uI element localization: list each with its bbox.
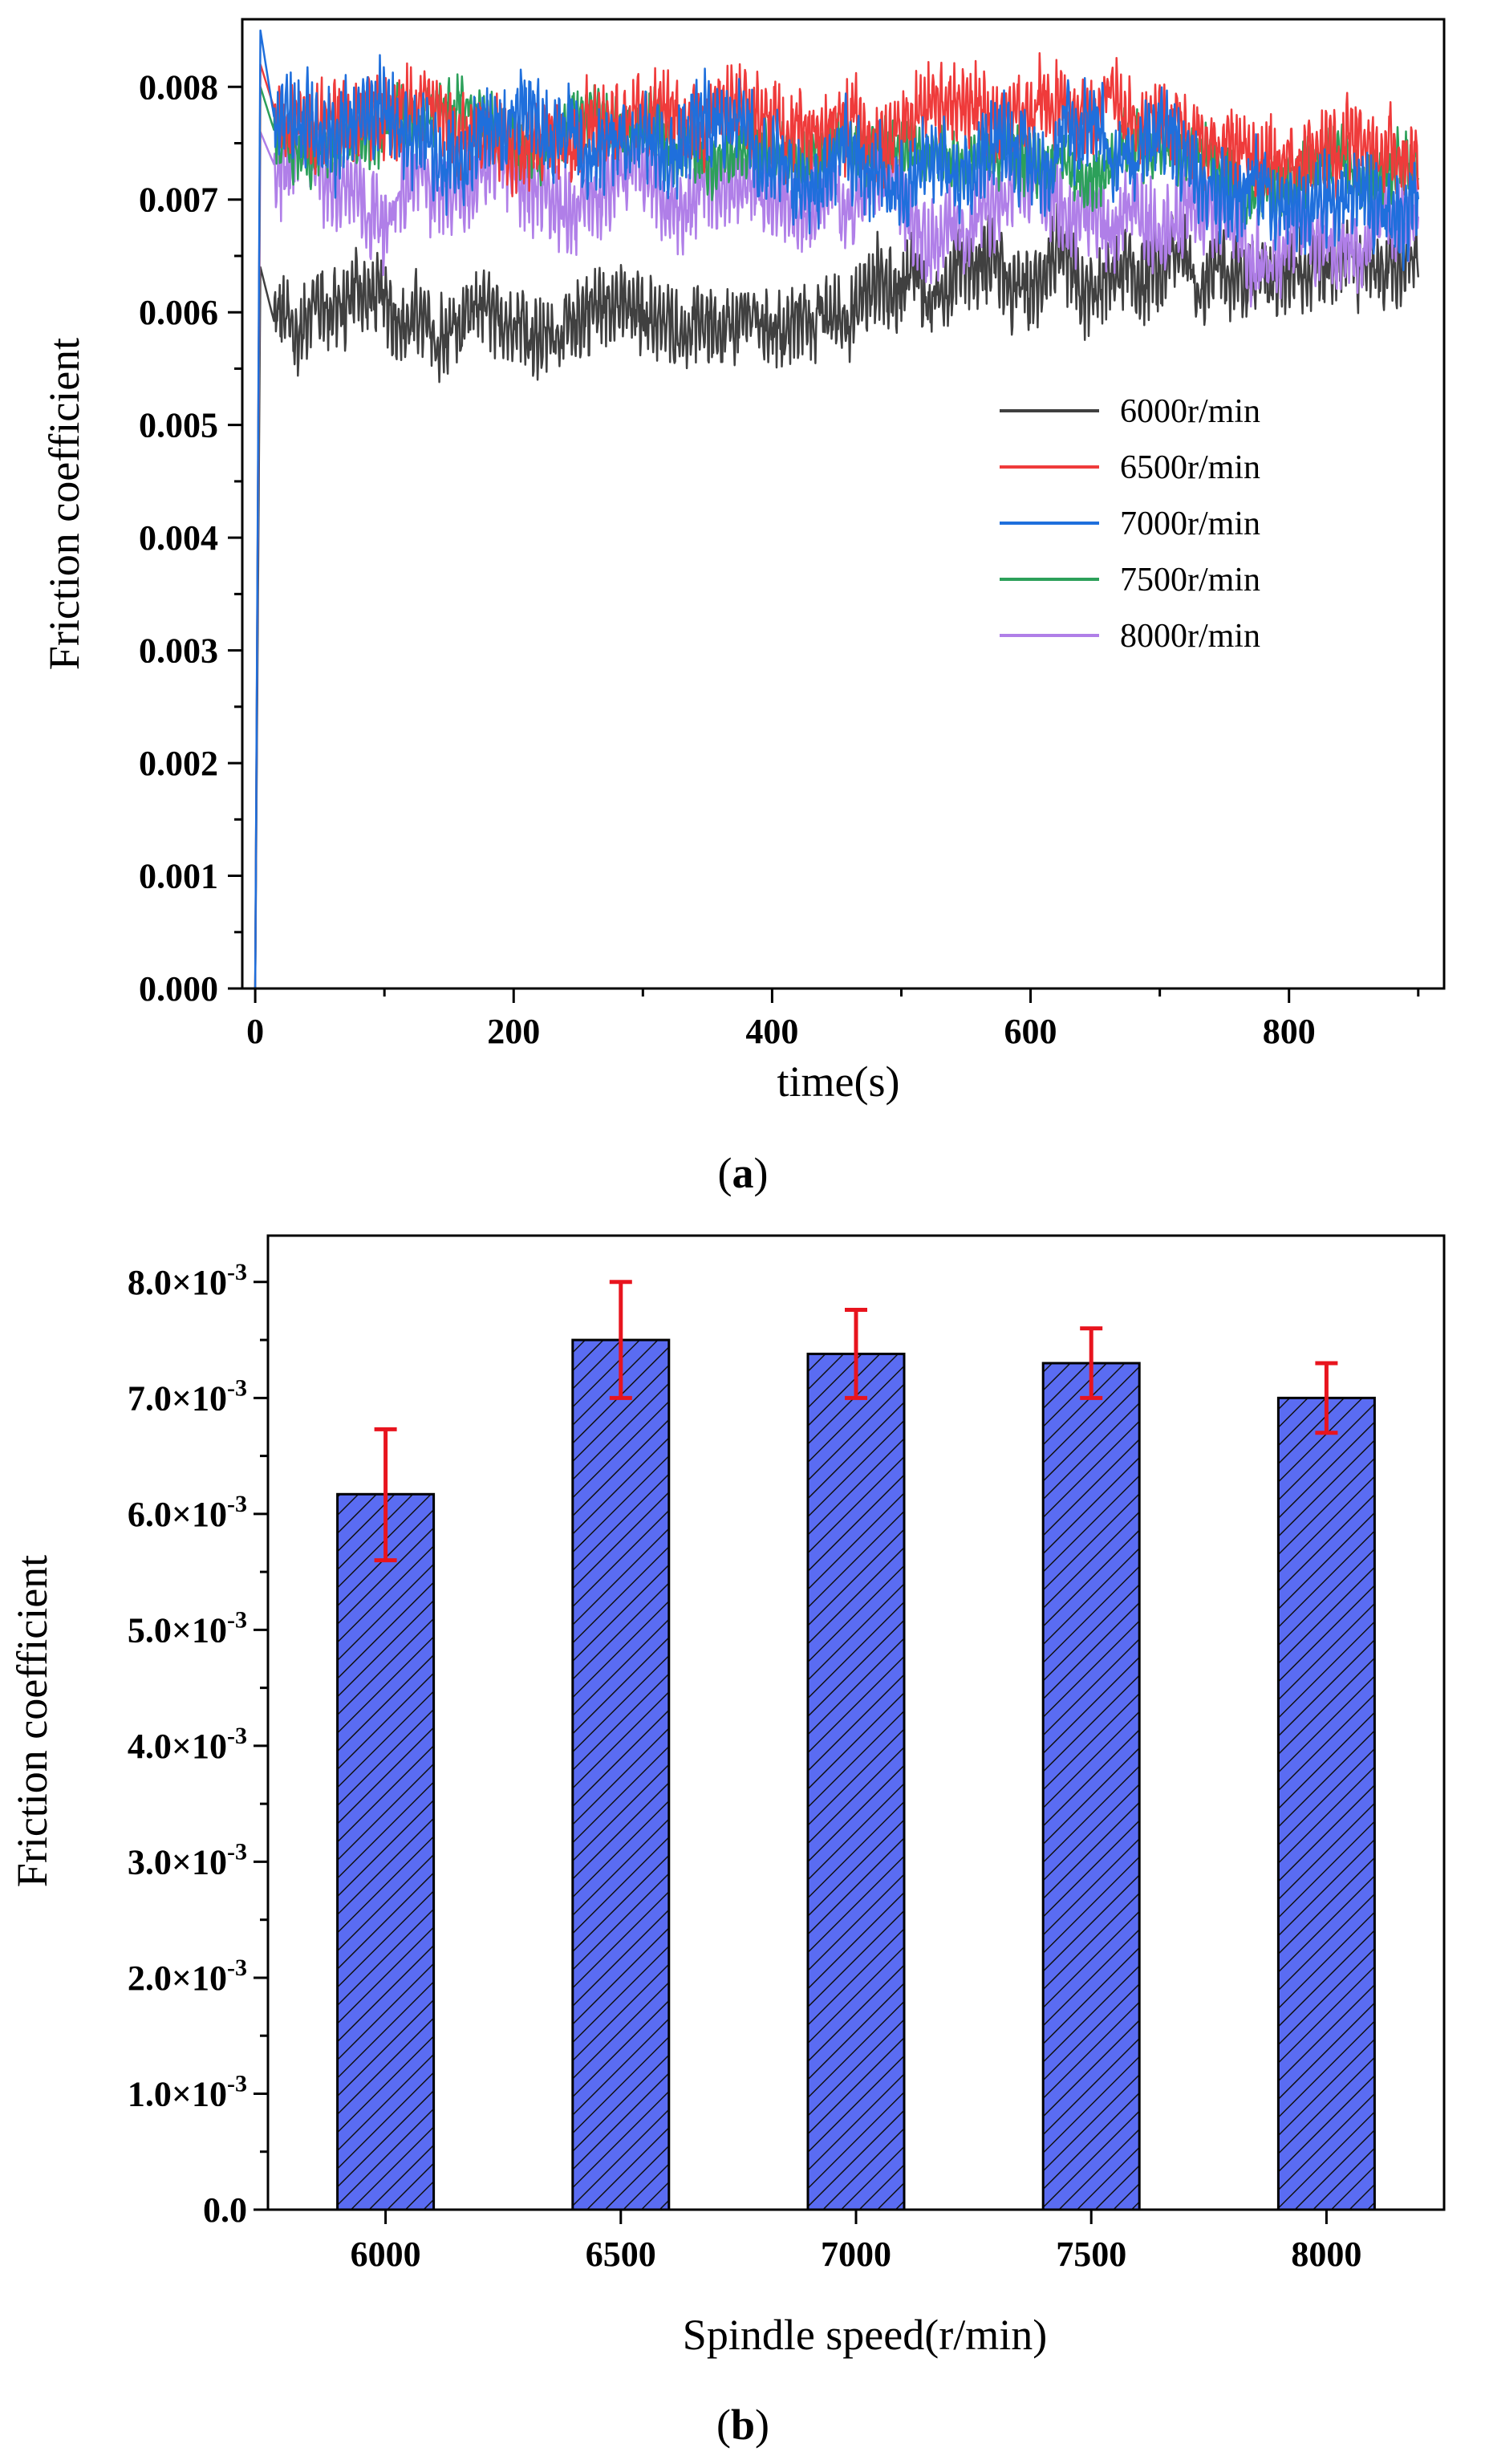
legend-label-6500r/min: 6500r/min (1120, 449, 1260, 486)
legend-label-8000r/min: 8000r/min (1120, 618, 1260, 655)
panel-a-x-tick-label: 400 (745, 1012, 798, 1051)
panel-a-x-tick-label: 800 (1263, 1012, 1316, 1051)
panel-b-y-tick-label: 5.0×10-3 (128, 1606, 247, 1650)
panel-a-legend: 6000r/min 6500r/min 7000r/min 7500r/min 8000… (1000, 393, 1260, 655)
panel-b-y-tick-label: 4.0×10-3 (128, 1723, 247, 1766)
panel-b-y-tick-label: 2.0×10-3 (128, 1955, 247, 1998)
panel-a-y-tick-label: 0.004 (139, 518, 218, 558)
bar-6000 (336, 1492, 436, 2211)
panel-b-axes: 0.0 1.0×10-3 2.0×10-3 3.0×10-3 4.0×10-3 5.0×1… (128, 1259, 1361, 2274)
panel-a-x-tick-label: 0 (246, 1012, 264, 1051)
panel-b-y-axis-title: Friction coefficient (8, 1555, 56, 1887)
panel-b-bars-group (336, 1280, 1376, 2211)
panel-a-y-tick-label: 0.008 (139, 67, 218, 107)
panel-b-x-tick-label: 7000 (821, 2235, 891, 2274)
panel-a-caption: (a) (718, 1149, 769, 1197)
panel-b-x-tick-label: 6000 (351, 2235, 421, 2274)
legend-label-7500r/min: 7500r/min (1120, 562, 1260, 599)
panel-b-y-tick-label: 7.0×10-3 (128, 1374, 247, 1418)
panel-a-line-chart: 0.000 0.001 0.002 0.003 0.004 0.005 0.006 0.007… (40, 18, 1446, 1197)
panel-b-x-tick-label: 7500 (1056, 2235, 1126, 2274)
panel-b-y-tick-label: 8.0×10-3 (128, 1259, 247, 1302)
panel-b-caption: (b) (716, 2401, 769, 2449)
panel-b-x-tick-label: 6500 (586, 2235, 656, 2274)
bar-7500 (1041, 1362, 1141, 2211)
bar-8000 (1276, 1396, 1376, 2211)
panel-b-y-tick-label: 0.0 (203, 2190, 247, 2230)
legend-label-7000r/min: 7000r/min (1120, 505, 1260, 542)
panel-a-x-tick-label: 200 (487, 1012, 540, 1051)
panel-a-y-axis-title: Friction coefficient (40, 338, 88, 670)
panel-b-y-tick-label: 3.0×10-3 (128, 1838, 247, 1881)
panel-a-y-tick-label: 0.005 (139, 406, 218, 445)
panel-b-y-tick-label: 1.0×10-3 (128, 2070, 247, 2113)
panel-a-x-tick-label: 600 (1004, 1012, 1057, 1051)
panel-a-y-tick-label: 0.000 (139, 969, 218, 1009)
bar-7000 (806, 1352, 906, 2211)
panel-b-y-tick-label: 6.0×10-3 (128, 1491, 247, 1534)
series-line-8000r/min (254, 108, 1420, 988)
panel-a-y-tick-label: 0.001 (139, 857, 218, 896)
panel-a-axes: 0.000 0.001 0.002 0.003 0.004 0.005 0.006 0.007… (139, 67, 1420, 1051)
legend-label-6000r/min: 6000r/min (1120, 393, 1260, 430)
panel-a-y-tick-label: 0.007 (139, 181, 218, 220)
bar-6500 (571, 1338, 671, 2211)
panel-a-y-tick-label: 0.006 (139, 293, 218, 332)
panel-a-series-group (254, 29, 1420, 988)
series-line-6000r/min (254, 202, 1420, 988)
panel-a-y-tick-label: 0.003 (139, 631, 218, 671)
panel-b-x-axis-title: Spindle speed(r/min) (683, 2311, 1047, 2359)
series-line-7000r/min (254, 29, 1420, 988)
panel-a-plot-frame (241, 18, 1446, 990)
panel-b-bar-chart: 0.0 1.0×10-3 2.0×10-3 3.0×10-3 4.0×10-3 5.0×1… (8, 1234, 1446, 2449)
panel-b-x-tick-label: 8000 (1291, 2235, 1361, 2274)
panel-a-x-axis-title: time(s) (777, 1057, 900, 1106)
panel-a-y-tick-label: 0.002 (139, 744, 218, 783)
